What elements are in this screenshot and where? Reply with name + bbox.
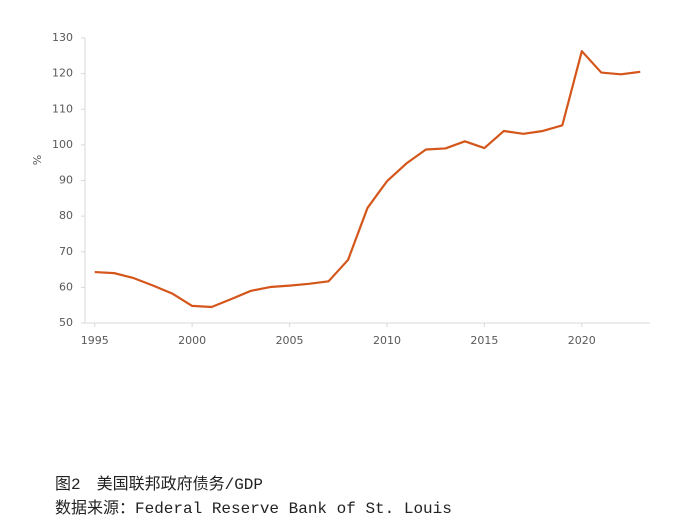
y-tick-label: 110 (52, 102, 73, 115)
y-tick-label: 90 (59, 174, 73, 187)
x-tick-label: 2000 (178, 334, 206, 347)
line-series (94, 50, 641, 309)
x-tick-label: 2020 (568, 334, 596, 347)
y-tick-label: 60 (59, 280, 73, 293)
y-tick-label: 70 (59, 245, 73, 258)
caption: 图2 美国联邦政府债务/GDP (55, 476, 264, 494)
chart: % 50 60 70 80 90 100 110 120 130 1995 2000 2005 2010… (31, 31, 650, 347)
y-tick-label: 100 (52, 138, 73, 151)
x-tick-label: 1995 (81, 334, 109, 347)
y-tick-label: 50 (59, 316, 73, 329)
y-tick-label: 80 (59, 209, 73, 222)
y-axis-label: % (31, 155, 44, 165)
x-tick-label: 2010 (373, 334, 401, 347)
source: 数据来源：Federal Reserve Bank of St. Louis (55, 500, 452, 518)
y-tick-label: 120 (52, 67, 73, 80)
x-tick-label: 2015 (470, 334, 498, 347)
x-tick-label: 2005 (276, 334, 304, 347)
y-tick-label: 130 (52, 31, 73, 44)
